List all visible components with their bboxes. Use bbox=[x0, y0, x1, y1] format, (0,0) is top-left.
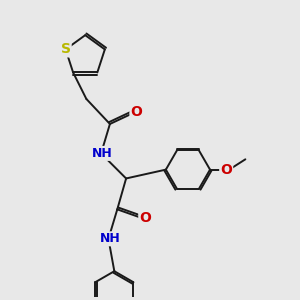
Text: NH: NH bbox=[100, 232, 120, 245]
Text: O: O bbox=[220, 163, 232, 177]
Text: S: S bbox=[61, 42, 70, 56]
Text: O: O bbox=[139, 211, 151, 225]
Text: NH: NH bbox=[92, 147, 113, 160]
Text: O: O bbox=[130, 105, 142, 119]
